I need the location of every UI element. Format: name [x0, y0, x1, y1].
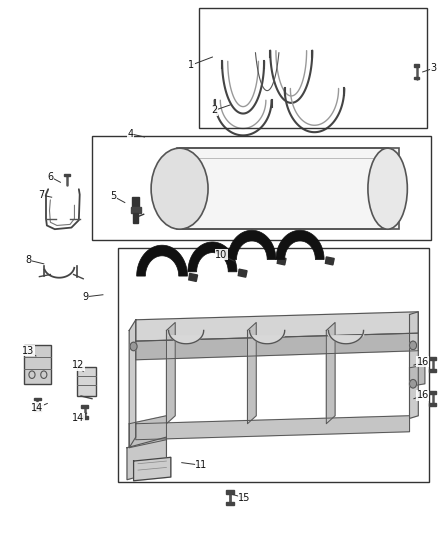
Bar	[34, 398, 41, 400]
Bar	[177, 148, 399, 229]
Polygon shape	[247, 322, 256, 424]
Bar	[226, 502, 234, 505]
Bar	[226, 490, 234, 494]
Text: 13: 13	[22, 346, 35, 356]
Polygon shape	[136, 333, 418, 360]
Bar	[24, 345, 51, 384]
Text: 8: 8	[25, 255, 32, 265]
Bar	[429, 403, 436, 406]
Bar	[81, 416, 88, 419]
Polygon shape	[328, 330, 364, 344]
Text: 3: 3	[431, 63, 437, 73]
Text: 15: 15	[238, 493, 251, 503]
Polygon shape	[238, 269, 247, 277]
Text: 4: 4	[127, 129, 134, 139]
Polygon shape	[325, 257, 334, 265]
Bar	[414, 64, 419, 67]
Polygon shape	[326, 322, 335, 424]
Bar	[118, 248, 429, 482]
Circle shape	[410, 379, 417, 388]
Circle shape	[410, 341, 417, 350]
Polygon shape	[134, 457, 171, 481]
Text: 5: 5	[110, 191, 116, 201]
Bar	[132, 197, 139, 207]
Ellipse shape	[151, 148, 208, 229]
Text: 9: 9	[82, 292, 88, 302]
Text: 14: 14	[31, 403, 43, 413]
Bar	[199, 8, 427, 128]
Bar	[64, 174, 70, 176]
Polygon shape	[228, 230, 276, 260]
Polygon shape	[129, 320, 136, 448]
Bar	[131, 207, 141, 213]
Text: 14: 14	[72, 414, 84, 423]
Text: 11: 11	[195, 461, 208, 470]
Text: 6: 6	[47, 172, 53, 182]
Polygon shape	[137, 245, 187, 276]
Polygon shape	[136, 312, 418, 341]
Bar	[77, 367, 96, 396]
Bar	[34, 409, 41, 411]
Bar	[133, 213, 138, 223]
Bar	[429, 369, 436, 372]
Polygon shape	[127, 437, 166, 480]
Polygon shape	[188, 242, 237, 272]
Bar	[414, 77, 419, 79]
Polygon shape	[277, 257, 286, 265]
Text: 1: 1	[188, 60, 194, 70]
Polygon shape	[166, 322, 175, 424]
Bar	[81, 405, 88, 408]
Polygon shape	[410, 312, 418, 418]
Polygon shape	[169, 330, 204, 344]
Text: 2: 2	[212, 106, 218, 115]
Ellipse shape	[368, 148, 407, 229]
Polygon shape	[250, 330, 285, 344]
Bar	[429, 357, 436, 360]
Polygon shape	[189, 273, 198, 281]
Text: 10: 10	[215, 250, 227, 260]
Polygon shape	[129, 416, 166, 448]
Text: 12: 12	[72, 360, 84, 370]
Bar	[429, 391, 436, 394]
Bar	[92, 136, 431, 240]
Polygon shape	[136, 416, 410, 440]
Text: 7: 7	[39, 190, 45, 200]
Circle shape	[130, 342, 137, 351]
Text: 16: 16	[417, 357, 429, 367]
Text: 16: 16	[417, 391, 429, 400]
Polygon shape	[276, 230, 324, 260]
Polygon shape	[410, 365, 425, 386]
